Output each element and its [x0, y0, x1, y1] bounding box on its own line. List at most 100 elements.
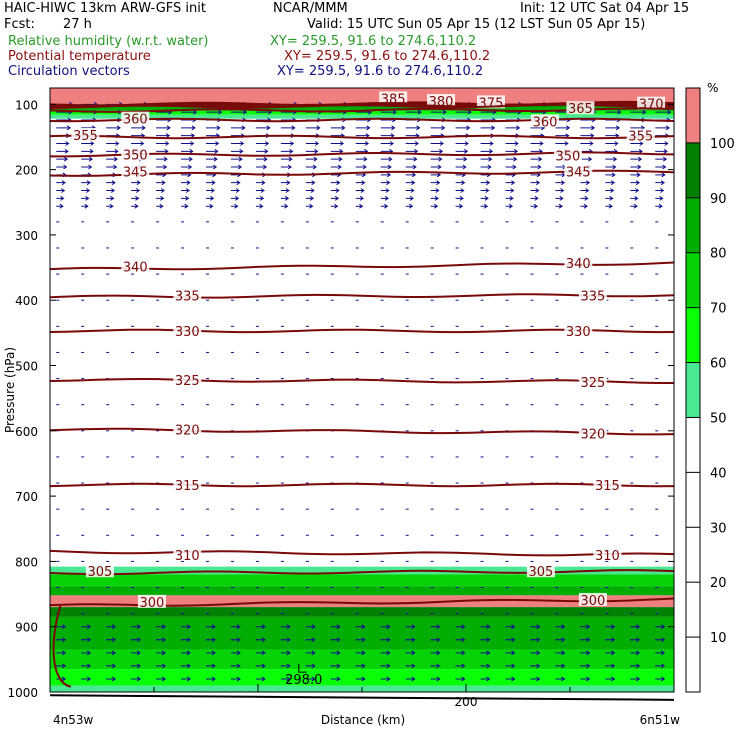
- wind-vector-138: [380, 141, 395, 146]
- wind-vector-909: [280, 676, 291, 682]
- wind-vector-838: [380, 637, 391, 643]
- wind-vector-294: [530, 188, 540, 193]
- wind-vector-816: [455, 624, 466, 630]
- wind-vector-81: [206, 125, 221, 131]
- theta-label-bg-345-1: [564, 164, 593, 178]
- wind-vector-837: [355, 637, 366, 643]
- wind-vector-301: [81, 195, 90, 201]
- wind-vector-896: [580, 663, 591, 669]
- theta-label-360-0: 360: [123, 113, 148, 128]
- wind-vector-255: [181, 180, 191, 186]
- wind-vector-300: [56, 195, 65, 201]
- wind-vector-49: [655, 109, 672, 115]
- rh-band-10: [50, 616, 674, 650]
- theta-label-bg-360-1: [531, 114, 560, 128]
- colorbar-frame: [685, 87, 701, 693]
- wind-vector-317: [480, 195, 489, 201]
- wind-vector-179: [156, 156, 168, 162]
- wind-vector-211: [330, 164, 342, 170]
- wind-vector-865: [430, 650, 441, 656]
- wind-vector-213: [380, 164, 392, 170]
- wind-vector-286: [330, 188, 340, 193]
- wind-vector-833: [255, 637, 266, 643]
- theta-label-bg-380-0: [427, 94, 456, 108]
- wind-vector-210: [305, 164, 317, 170]
- wind-vector-261: [330, 180, 341, 186]
- header-fcst-value: 27 h: [63, 17, 92, 32]
- wind-vector-334: [280, 203, 289, 209]
- wind-vector-134: [280, 141, 295, 146]
- theta-contour-300-loop: [52, 605, 72, 688]
- wind-vector-898: [630, 663, 641, 669]
- wind-vector-287: [355, 188, 365, 193]
- wind-vector-218: [505, 164, 517, 170]
- wind-vector-864: [405, 650, 416, 656]
- wind-vector-802: [106, 624, 117, 630]
- wind-vector-349: [655, 203, 663, 209]
- wind-vector-303: [131, 195, 140, 201]
- wind-vector-97: [605, 125, 621, 131]
- wind-vector-263: [380, 180, 391, 186]
- wind-vector-258: [255, 180, 266, 186]
- wind-vector-911: [330, 676, 341, 682]
- wind-vector-84: [280, 125, 296, 131]
- theta-label-320-0: 320: [175, 424, 200, 439]
- wind-vector-874: [655, 650, 666, 656]
- wind-vector-866: [455, 650, 466, 656]
- wind-vector-38: [380, 109, 397, 115]
- wind-vector-885: [305, 663, 316, 669]
- rh-band-9: [50, 607, 674, 617]
- wind-vector-173: [630, 148, 643, 154]
- wind-vector-252: [106, 180, 116, 186]
- header-model: HAIC-HIWC 13km ARW-GFS init: [4, 1, 206, 16]
- wind-vector-811: [330, 624, 341, 630]
- wind-vector-214: [405, 164, 417, 170]
- wind-vector-894: [530, 663, 541, 669]
- wind-vector-857: [230, 650, 241, 656]
- wind-vector-327: [106, 203, 114, 209]
- wind-vector-880: [181, 663, 191, 669]
- wind-vector-902: [106, 676, 117, 682]
- wind-vector-105: [181, 133, 196, 139]
- wind-vector-868: [505, 650, 516, 656]
- x-axis-label: Distance (km): [321, 713, 405, 727]
- wind-vector-306: [206, 195, 215, 201]
- x-tick-label-200: 200: [455, 695, 478, 709]
- wind-vector-193: [505, 156, 518, 162]
- wind-vector-254: [156, 180, 166, 186]
- theta-label-325-1: 325: [580, 376, 605, 391]
- wind-vector-131: [206, 141, 220, 146]
- wind-vector-830: [181, 637, 191, 643]
- header-valid: Valid: 15 UTC Sun 05 Apr 15 (12 LST Sun …: [307, 17, 646, 32]
- wind-vector-322: [605, 195, 614, 201]
- wind-vector-328: [131, 203, 139, 209]
- wind-vector-259: [280, 180, 291, 186]
- theta-label-bg-335-0: [173, 288, 202, 302]
- wind-vector-842: [480, 637, 491, 643]
- wind-vector-888: [380, 663, 391, 669]
- wind-vector-923: [630, 676, 641, 682]
- wind-vector-858: [255, 650, 266, 656]
- wind-vector-914: [405, 676, 416, 682]
- theta-label-300-0: 300: [140, 596, 165, 611]
- y-axis: 100 200 300 400 500 600 700 800 900 1000: [7, 98, 674, 700]
- wind-vector-48: [630, 109, 647, 115]
- wind-vector-809: [280, 624, 291, 630]
- wind-vector-302: [106, 195, 115, 201]
- wind-vector-183: [255, 156, 268, 162]
- wind-vector-346: [580, 203, 588, 209]
- wind-vector-806: [206, 624, 216, 630]
- colorbar-swatch-2: [686, 307, 700, 363]
- wind-vector-813: [380, 624, 391, 630]
- wind-vector-188: [380, 156, 393, 162]
- wind-vector-40: [430, 109, 447, 115]
- wind-vector-873: [630, 650, 641, 656]
- wind-vector-893: [505, 663, 516, 669]
- wind-vector-835: [305, 637, 316, 643]
- theta-label-bg-330-1: [564, 323, 593, 337]
- theta-label-bg-320-1: [578, 426, 607, 440]
- wind-vector-187: [355, 156, 368, 162]
- wind-vector-143: [505, 141, 519, 146]
- wind-vector-158: [255, 148, 269, 154]
- rh-band-4: [50, 114, 674, 119]
